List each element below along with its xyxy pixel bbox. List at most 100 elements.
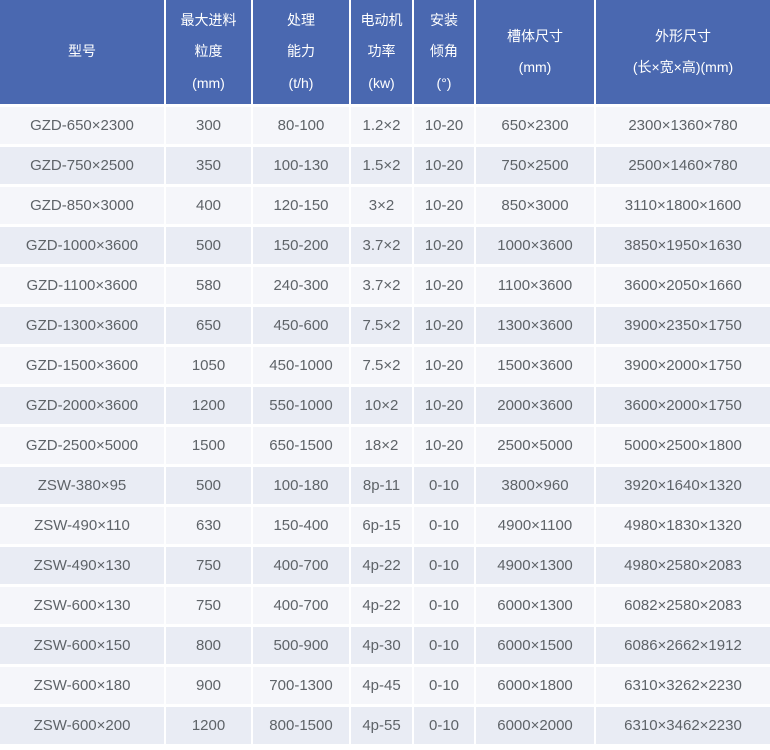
header-line: 倾角: [430, 43, 458, 60]
cell-capacity: 150-200: [252, 225, 351, 267]
cell-overall-size: 6082×2580×2083: [595, 585, 770, 627]
cell-install-angle: 0-10: [413, 705, 476, 747]
cell-model: GZD-650×2300: [0, 105, 166, 147]
cell-trough-size: 6000×1800: [475, 665, 596, 707]
table-row: ZSW-600×150 800 500-900 4p-30 0-10 6000×…: [0, 625, 770, 667]
cell-motor-power: 1.5×2: [350, 145, 414, 187]
cell-trough-size: 3800×960: [475, 465, 596, 507]
cell-install-angle: 0-10: [413, 465, 476, 507]
cell-overall-size: 4980×2580×2083: [595, 545, 770, 587]
cell-trough-size: 6000×2000: [475, 705, 596, 747]
cell-capacity: 150-400: [252, 505, 351, 547]
cell-overall-size: 3600×2000×1750: [595, 385, 770, 427]
header-line: (°): [436, 74, 452, 91]
header-line: 能力: [287, 43, 315, 60]
header-line: 电动机: [360, 11, 403, 28]
cell-max-feed-size: 1050: [165, 345, 253, 387]
header-cell-overall-size: 外形尺寸 (长×宽×高)(mm): [595, 0, 770, 107]
cell-capacity: 450-600: [252, 305, 351, 347]
cell-overall-size: 3110×1800×1600: [595, 185, 770, 227]
cell-trough-size: 750×2500: [475, 145, 596, 187]
cell-install-angle: 10-20: [413, 145, 476, 187]
table-row: ZSW-380×95 500 100-180 8p-11 0-10 3800×9…: [0, 465, 770, 507]
cell-motor-power: 7.5×2: [350, 345, 414, 387]
cell-capacity: 100-130: [252, 145, 351, 187]
header-line: (mm): [518, 59, 552, 75]
cell-capacity: 120-150: [252, 185, 351, 227]
table-row: GZD-850×3000 400 120-150 3×2 10-20 850×3…: [0, 185, 770, 227]
cell-install-angle: 0-10: [413, 505, 476, 547]
cell-max-feed-size: 500: [165, 465, 253, 507]
cell-install-angle: 10-20: [413, 305, 476, 347]
table-row: GZD-1500×3600 1050 450-1000 7.5×2 10-20 …: [0, 345, 770, 387]
cell-capacity: 450-1000: [252, 345, 351, 387]
cell-install-angle: 10-20: [413, 425, 476, 467]
table-row: ZSW-490×110 630 150-400 6p-15 0-10 4900×…: [0, 505, 770, 547]
cell-motor-power: 4p-30: [350, 625, 414, 667]
cell-trough-size: 4900×1100: [475, 505, 596, 547]
cell-capacity: 700-1300: [252, 665, 351, 707]
cell-trough-size: 1500×3600: [475, 345, 596, 387]
cell-model: ZSW-490×110: [0, 505, 166, 547]
header-line: 处理: [287, 11, 315, 28]
table-row: ZSW-600×200 1200 800-1500 4p-55 0-10 600…: [0, 705, 770, 747]
cell-trough-size: 1300×3600: [475, 305, 596, 347]
cell-max-feed-size: 300: [165, 105, 253, 147]
header-line: 安装: [430, 11, 458, 28]
header-line: 粒度: [194, 43, 223, 60]
cell-motor-power: 4p-45: [350, 665, 414, 707]
cell-model: GZD-2000×3600: [0, 385, 166, 427]
cell-overall-size: 2500×1460×780: [595, 145, 770, 187]
table-body: GZD-650×2300 300 80-100 1.2×2 10-20 650×…: [0, 105, 770, 747]
header-line: 外形尺寸: [655, 27, 711, 44]
table-row: ZSW-600×180 900 700-1300 4p-45 0-10 6000…: [0, 665, 770, 707]
table-row: ZSW-490×130 750 400-700 4p-22 0-10 4900×…: [0, 545, 770, 587]
table-row: GZD-2500×5000 1500 650-1500 18×2 10-20 2…: [0, 425, 770, 467]
cell-install-angle: 0-10: [413, 665, 476, 707]
cell-overall-size: 3600×2050×1660: [595, 265, 770, 307]
cell-motor-power: 8p-11: [350, 465, 414, 507]
header-line: 型号: [68, 43, 96, 60]
cell-motor-power: 18×2: [350, 425, 414, 467]
cell-overall-size: 3900×2000×1750: [595, 345, 770, 387]
cell-model: GZD-1500×3600: [0, 345, 166, 387]
header-line: (kw): [368, 74, 395, 91]
cell-install-angle: 10-20: [413, 105, 476, 147]
header-row: 型号 最大进料 粒度 (mm) 处理 能力 (t/h) 电动机 功率 (kw) 安装 倾角 (°…: [0, 0, 770, 107]
cell-max-feed-size: 750: [165, 585, 253, 627]
cell-model: ZSW-600×130: [0, 585, 166, 627]
cell-max-feed-size: 750: [165, 545, 253, 587]
table-row: GZD-1100×3600 580 240-300 3.7×2 10-20 11…: [0, 265, 770, 307]
cell-model: GZD-2500×5000: [0, 425, 166, 467]
cell-overall-size: 3850×1950×1630: [595, 225, 770, 267]
cell-install-angle: 0-10: [413, 585, 476, 627]
header-line: (t/h): [288, 74, 314, 91]
cell-model: GZD-850×3000: [0, 185, 166, 227]
cell-overall-size: 6086×2662×1912: [595, 625, 770, 667]
cell-overall-size: 6310×3262×2230: [595, 665, 770, 707]
header-cell-trough-size: 槽体尺寸 (mm): [475, 0, 596, 107]
table-row: ZSW-600×130 750 400-700 4p-22 0-10 6000×…: [0, 585, 770, 627]
cell-capacity: 500-900: [252, 625, 351, 667]
cell-trough-size: 4900×1300: [475, 545, 596, 587]
cell-capacity: 240-300: [252, 265, 351, 307]
cell-model: GZD-1000×3600: [0, 225, 166, 267]
cell-model: ZSW-600×200: [0, 705, 166, 747]
cell-install-angle: 10-20: [413, 185, 476, 227]
cell-install-angle: 10-20: [413, 225, 476, 267]
cell-overall-size: 4980×1830×1320: [595, 505, 770, 547]
cell-model: GZD-750×2500: [0, 145, 166, 187]
cell-overall-size: 3920×1640×1320: [595, 465, 770, 507]
cell-max-feed-size: 350: [165, 145, 253, 187]
cell-max-feed-size: 580: [165, 265, 253, 307]
cell-capacity: 800-1500: [252, 705, 351, 747]
cell-install-angle: 0-10: [413, 545, 476, 587]
cell-max-feed-size: 400: [165, 185, 253, 227]
cell-motor-power: 4p-55: [350, 705, 414, 747]
cell-max-feed-size: 900: [165, 665, 253, 707]
cell-max-feed-size: 630: [165, 505, 253, 547]
cell-capacity: 100-180: [252, 465, 351, 507]
header-cell-capacity: 处理能力 (t/h): [252, 0, 351, 107]
table-row: GZD-650×2300 300 80-100 1.2×2 10-20 650×…: [0, 105, 770, 147]
